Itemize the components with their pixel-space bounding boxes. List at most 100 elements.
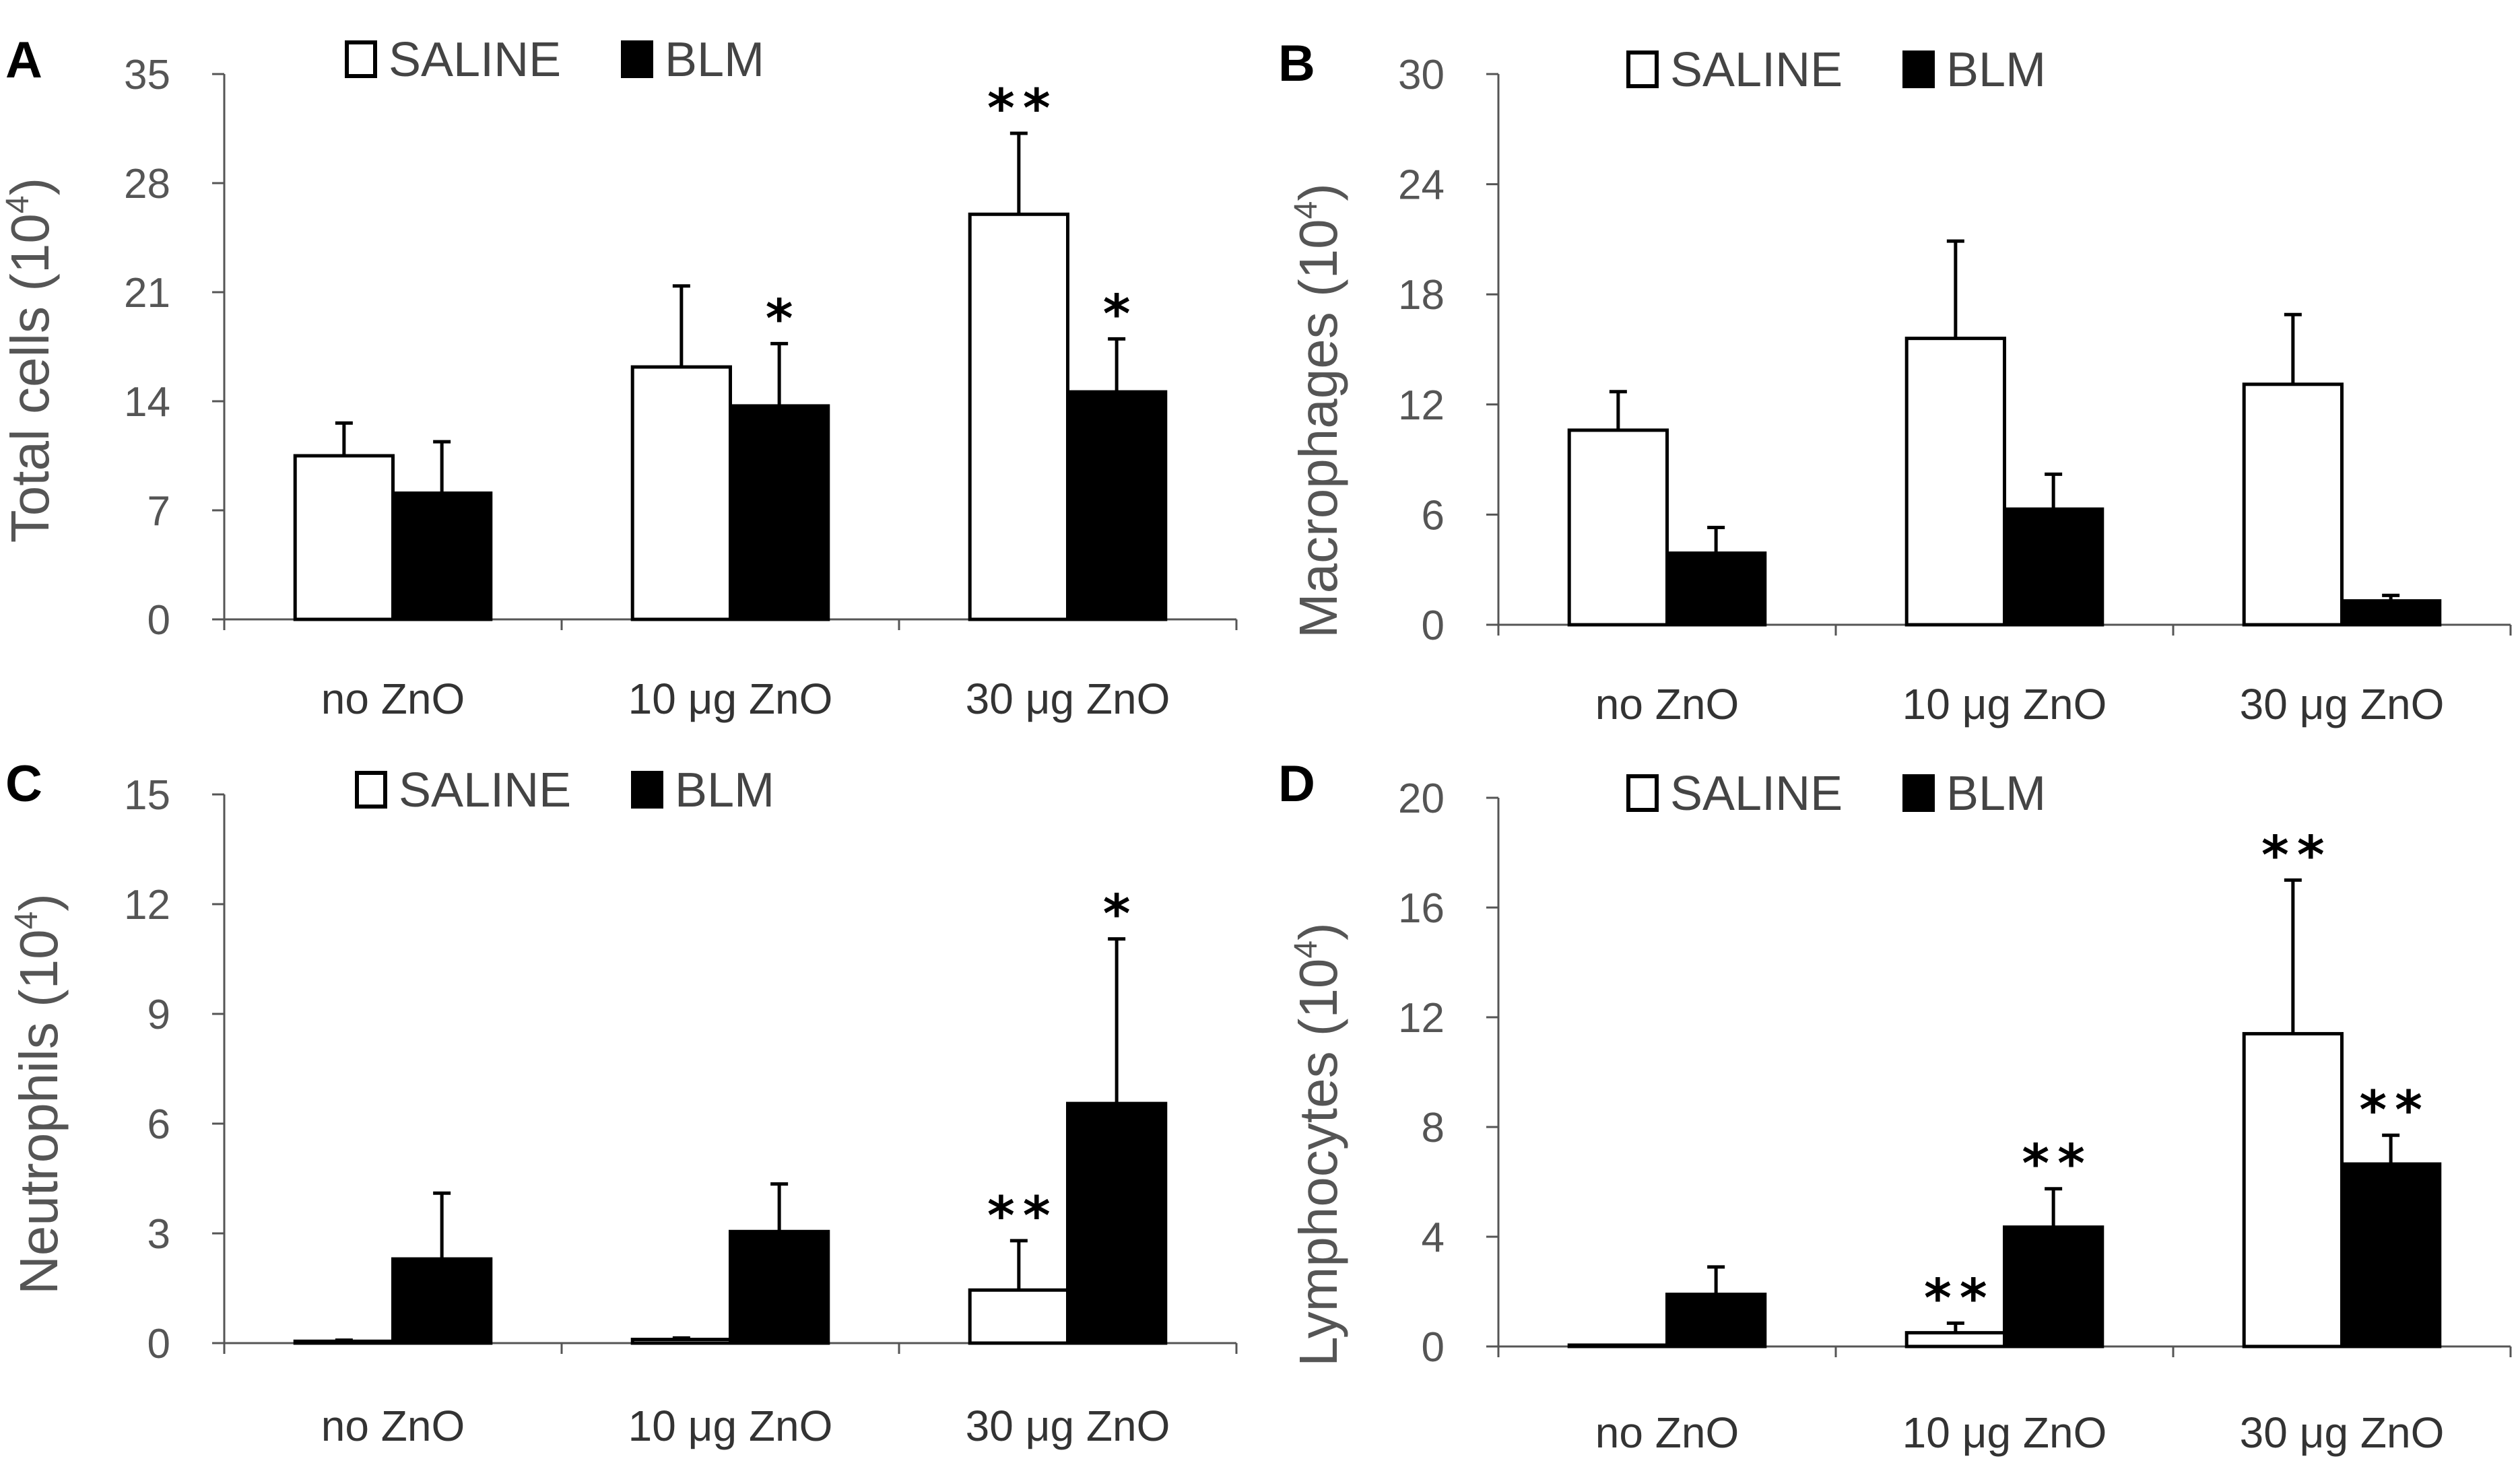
y-axis-label-text: Macrophages (10 [1288,219,1348,638]
panel-label: B [1278,35,1315,92]
y-tick-label: 0 [1422,603,1445,649]
y-tick-label: 18 [1398,272,1445,318]
y-tick-label: 8 [1422,1105,1445,1151]
y-axis-label: Lymphocytes (104) [1288,922,1348,1367]
y-axis-label-suffix: ) [1288,183,1348,201]
bar-blm-10-ug-zno [729,1229,830,1345]
legend-swatch-blm [621,40,653,78]
legend-label: BLM [675,763,774,817]
significance-mark: ** [987,79,1059,139]
y-axis-label-text: Lymphocytes (10 [1288,959,1348,1367]
y-tick-label: 0 [147,597,170,644]
y-tick-label: 15 [124,772,170,819]
legend-label: BLM [1946,767,2046,821]
bar-saline-30-ug-zno [968,212,1069,621]
legend-swatch-blm [1902,774,1935,812]
y-tick-label: 20 [1398,776,1445,822]
bar-blm-no-zno [1665,551,1767,627]
y-axis-label-text: Neutrophils (10 [9,929,69,1295]
significance-mark: * [766,289,801,349]
y-tick-label: 28 [124,161,170,207]
bar-saline-10-ug-zno [630,365,733,621]
x-tick-label: 30 μg ZnO [2240,1408,2445,1457]
y-tick-label: 6 [1422,492,1445,539]
y-tick-label: 14 [124,379,170,425]
legend-label: SALINE [399,763,571,817]
bar-saline-10-ug-zno [630,1338,733,1345]
panel-b: B 0 6 12 18 24 30 no ZnO 10 μg ZnO 30 μg ZnO SALIN… [1278,35,2512,728]
significance-mark: ** [1924,1268,1995,1329]
bar-blm-10-ug-zno [729,404,830,621]
x-tick-label: 30 μg ZnO [966,1402,1170,1450]
y-tick-label: 24 [1398,162,1445,209]
y-tick-label: 12 [124,882,170,928]
y-axis-label-text: Total cells (10 [0,213,60,543]
significance-mark: ** [2261,825,2333,886]
significance-mark: * [1103,885,1139,945]
y-tick-label: 9 [147,992,170,1038]
panel-label: C [5,755,42,813]
y-axis-label-suffix: ) [0,178,60,196]
y-axis-label: Macrophages (104) [1288,183,1348,638]
bar-blm-no-zno [391,1257,493,1345]
y-tick-label: 30 [1398,52,1445,98]
legend-label: SALINE [1670,767,1843,821]
legend-label: SALINE [389,33,561,87]
x-tick-label: no ZnO [1595,1408,1739,1457]
significance-mark: * [1103,284,1139,345]
y-tick-label: 6 [147,1101,170,1148]
x-tick-label: 30 μg ZnO [2240,680,2445,728]
legend-label: BLM [1946,43,2046,97]
y-tick-label: 12 [1398,382,1445,429]
bar-blm-30-ug-zno [1066,1101,1168,1345]
x-tick-label: no ZnO [321,675,465,723]
legend-swatch-blm [631,771,663,809]
x-tick-label: 10 μg ZnO [628,675,833,723]
bar-saline-10-ug-zno [1904,337,2006,627]
y-tick-label: 12 [1398,995,1445,1041]
y-axis-label-exponent: 4 [1288,941,1324,959]
y-tick-label: 3 [147,1211,170,1258]
y-tick-label: 0 [1422,1324,1445,1371]
panel-label: D [1278,755,1315,813]
bar-saline-30-ug-zno [968,1288,1069,1345]
x-tick-label: 10 μg ZnO [1902,1408,2107,1457]
panel-label: A [5,32,42,89]
legend-label: SALINE [1670,43,1843,97]
legend-swatch-blm [1902,50,1935,88]
y-axis-label: Neutrophils (104) [9,893,69,1295]
bar-saline-10-ug-zno [1904,1331,2006,1348]
bar-blm-no-zno [1665,1293,1767,1348]
bar-saline-no-zno [1567,428,1669,627]
bar-blm-no-zno [391,491,493,621]
y-axis-label-exponent: 4 [9,912,44,930]
bar-blm-30-ug-zno [2340,599,2442,627]
panel-d: D 0 4 8 12 16 20 no ZnO 10 μg ZnO 30 μg ZnO ** ** **… [1278,755,2512,1457]
y-tick-label: 4 [1422,1215,1445,1261]
y-axis-label: Total cells (104) [0,178,60,543]
significance-mark: ** [2359,1081,2430,1141]
x-tick-label: 10 μg ZnO [628,1402,833,1450]
y-axis-label-exponent: 4 [1288,201,1324,219]
legend-swatch-saline [345,40,377,78]
legend-swatch-saline [1626,50,1659,88]
y-tick-label: 0 [147,1321,170,1367]
x-tick-label: 30 μg ZnO [966,675,1170,723]
y-tick-label: 21 [124,270,170,316]
bar-blm-10-ug-zno [2003,1225,2104,1348]
bar-saline-no-zno [293,454,395,621]
bar-saline-30-ug-zno [2242,382,2344,627]
bar-blm-10-ug-zno [2003,507,2104,627]
x-tick-label: 10 μg ZnO [1902,680,2107,728]
x-tick-label: no ZnO [321,1402,465,1450]
y-axis-label-suffix: ) [1288,922,1348,941]
legend-swatch-saline [355,771,387,809]
bar-blm-30-ug-zno [1066,390,1168,621]
y-tick-label: 35 [124,52,170,98]
bar-blm-30-ug-zno [2340,1162,2442,1348]
legend-swatch-saline [1626,774,1659,812]
y-tick-label: 7 [147,488,170,535]
